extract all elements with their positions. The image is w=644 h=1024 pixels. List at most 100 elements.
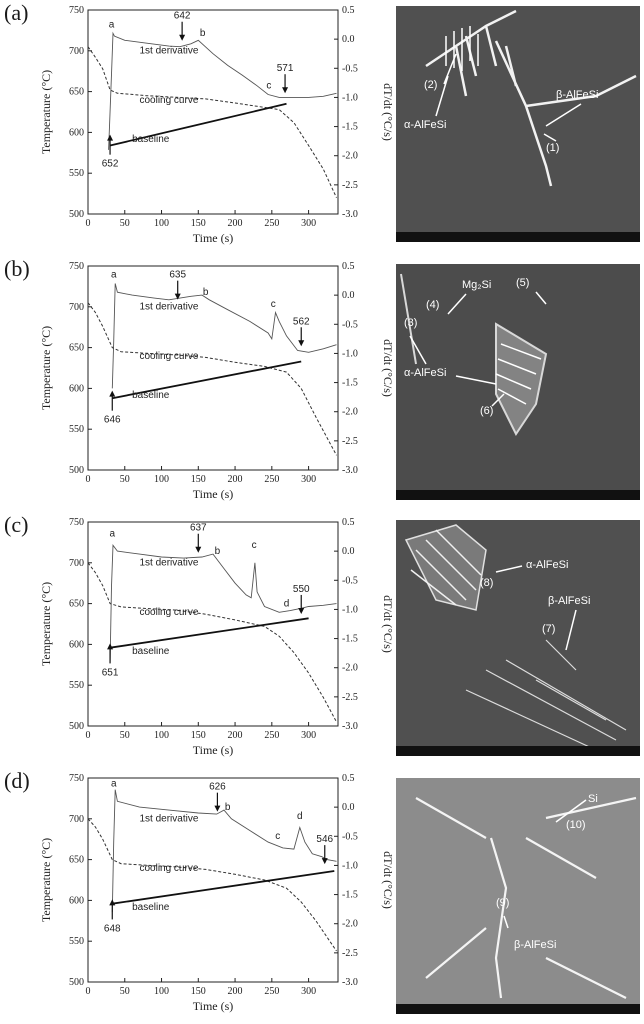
- annotation-label: a: [111, 270, 117, 281]
- annotation-label: a: [109, 529, 115, 540]
- y-left-tick-label: 750: [69, 517, 84, 528]
- y-right-tick-label: -1.0: [342, 860, 358, 871]
- chart-b: 0 50 100 150 200 250 300 500 550 600 650 700 750 0.5 0…: [39, 261, 395, 501]
- y-left-tick-label: 700: [69, 558, 84, 569]
- x-tick-label: 50: [120, 986, 130, 997]
- x-tick-label: 300: [301, 730, 316, 741]
- x-axis-title: Time (s): [193, 487, 234, 501]
- annotation-label: b: [200, 28, 206, 39]
- y-right-tick-label: -2.0: [342, 151, 358, 162]
- sem-label: (7): [542, 623, 555, 635]
- annotation-label: 546: [316, 834, 333, 845]
- sem-label: (5): [516, 277, 529, 289]
- y-right-tick-label: -3.0: [342, 209, 358, 220]
- y-right-tick-label: 0.0: [342, 802, 355, 813]
- sem-image-c: α-AlFeSi (8) β-AlFeSi (7): [396, 520, 640, 756]
- x-tick-label: 150: [191, 474, 206, 485]
- annotation-arrowhead: [109, 899, 116, 906]
- chart-c: 0 50 100 150 200 250 300 500 550 600 650 700 750 0.5 0…: [39, 517, 395, 757]
- x-tick-label: 250: [264, 730, 279, 741]
- sem-label: Si: [588, 793, 598, 805]
- annotation-label: b: [203, 287, 209, 298]
- x-tick-label: 50: [120, 730, 130, 741]
- sem-label: β-AlFeSi: [556, 89, 598, 101]
- x-axis-title: Time (s): [193, 999, 234, 1013]
- annotation-label: 642: [174, 11, 191, 22]
- annotation-arrowhead: [298, 607, 305, 614]
- y-right-tick-label: 0.0: [342, 546, 355, 557]
- x-axis-title: Time (s): [193, 743, 234, 757]
- x-tick-label: 200: [228, 986, 243, 997]
- y-right-tick-label: -1.0: [342, 92, 358, 103]
- y-left-tick-label: 750: [69, 773, 84, 784]
- sem-label: Mg₂Si: [462, 279, 491, 291]
- x-tick-label: 300: [301, 986, 316, 997]
- y-right-tick-label: -0.5: [342, 319, 358, 330]
- x-tick-label: 0: [86, 474, 91, 485]
- x-tick-label: 200: [228, 218, 243, 229]
- sem-label: (4): [426, 299, 439, 311]
- annotation-label: 652: [102, 159, 119, 170]
- y-left-tick-label: 650: [69, 343, 84, 354]
- annotation-arrowhead: [214, 805, 221, 812]
- y-left-tick-label: 500: [69, 465, 84, 476]
- x-tick-label: 0: [86, 986, 91, 997]
- panel-label: (c): [4, 512, 29, 537]
- sem-label: α-AlFeSi: [404, 367, 446, 379]
- y-right-tick-label: -2.5: [342, 180, 358, 191]
- annotation-label: b: [215, 546, 221, 557]
- y-right-tick-label: -3.0: [342, 977, 358, 988]
- x-tick-label: 200: [228, 730, 243, 741]
- sem-label: α-AlFeSi: [404, 119, 446, 131]
- y-left-tick-label: 500: [69, 977, 84, 988]
- plot-frame: [87, 777, 339, 983]
- y-right-axis-title: dT/dt (°C/s): [381, 339, 395, 397]
- annotation-arrowhead: [174, 293, 181, 300]
- x-tick-label: 100: [154, 986, 169, 997]
- sem-label: α-AlFeSi: [526, 559, 568, 571]
- y-right-tick-label: -2.0: [342, 407, 358, 418]
- y-left-axis-title: Temperature (°C): [39, 70, 53, 154]
- annotation-arrowhead: [179, 34, 186, 41]
- series-label: cooling curve: [139, 863, 198, 874]
- y-left-tick-label: 750: [69, 5, 84, 16]
- sem-label: (10): [566, 819, 586, 831]
- sem-label: (6): [480, 405, 493, 417]
- panel-c: (c) 0 50 100 150 200 250 300 500 550 600 650 700 750…: [0, 512, 644, 768]
- annotation-label: c: [266, 81, 271, 92]
- series-label: cooling curve: [139, 95, 198, 106]
- sem-label: β-AlFeSi: [548, 595, 590, 607]
- series-label: 1st derivative: [139, 558, 198, 569]
- y-left-tick-label: 650: [69, 599, 84, 610]
- annotation-label: 637: [190, 523, 207, 534]
- series-label: 1st derivative: [139, 814, 198, 825]
- panel-label: (a): [4, 0, 29, 25]
- chart-d: 0 50 100 150 200 250 300 500 550 600 650 700 750 0.5 0…: [39, 773, 395, 1013]
- y-right-tick-label: -3.0: [342, 721, 358, 732]
- x-tick-label: 150: [191, 986, 206, 997]
- series-line: [109, 617, 309, 649]
- x-tick-label: 50: [120, 474, 130, 485]
- y-right-tick-label: -1.0: [342, 604, 358, 615]
- series-line: [87, 302, 337, 456]
- y-right-axis-title: dT/dt (°C/s): [381, 595, 395, 653]
- x-tick-label: 300: [301, 218, 316, 229]
- annotation-label: 562: [293, 316, 310, 327]
- y-left-tick-label: 700: [69, 46, 84, 57]
- y-right-tick-label: -2.0: [342, 919, 358, 930]
- y-right-axis-title: dT/dt (°C/s): [381, 851, 395, 909]
- annotation-label: d: [284, 599, 290, 610]
- x-tick-label: 200: [228, 474, 243, 485]
- y-right-tick-label: 0.5: [342, 773, 355, 784]
- sem-image-a: (2) β-AlFeSi α-AlFeSi (1): [396, 6, 640, 242]
- y-right-tick-label: 0.5: [342, 517, 355, 528]
- y-right-tick-label: -1.5: [342, 890, 358, 901]
- x-tick-label: 150: [191, 218, 206, 229]
- y-left-tick-label: 700: [69, 814, 84, 825]
- chart-a: 0 50 100 150 200 250 300 500 550 600 650 700 750 0.5 0…: [39, 5, 395, 245]
- y-right-tick-label: 0.5: [342, 261, 355, 272]
- sem-label: (3): [404, 317, 417, 329]
- y-left-tick-label: 550: [69, 424, 84, 435]
- annotation-label: 635: [169, 270, 186, 281]
- plot-frame: [87, 9, 339, 215]
